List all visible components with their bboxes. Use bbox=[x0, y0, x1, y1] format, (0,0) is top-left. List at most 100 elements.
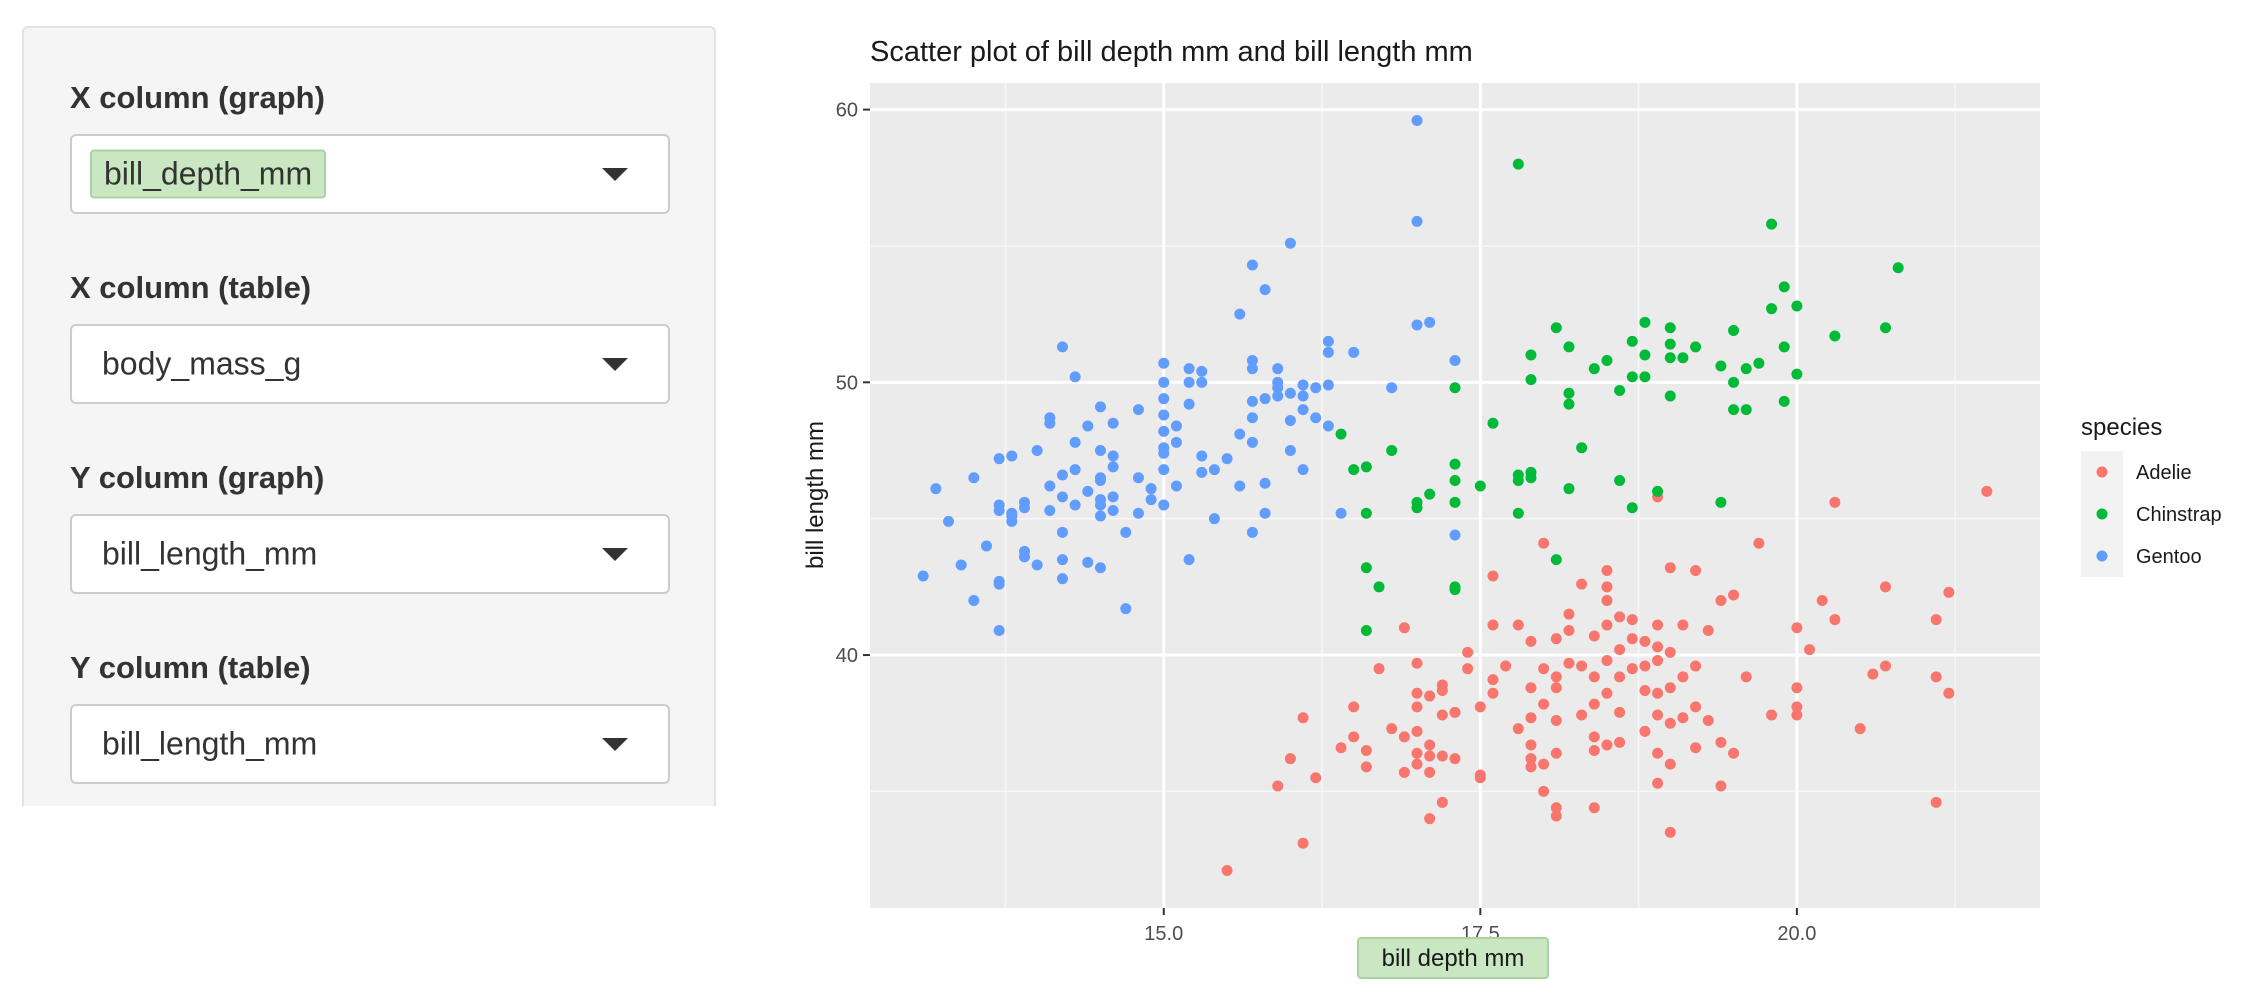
adelie-point bbox=[1487, 674, 1499, 686]
adelie-point bbox=[1614, 611, 1626, 623]
chinstrap-point bbox=[1563, 387, 1575, 399]
adelie-point bbox=[1576, 660, 1588, 672]
adelie-point bbox=[1550, 682, 1562, 694]
adelie-point bbox=[1538, 537, 1550, 549]
adelie-point bbox=[1335, 742, 1347, 754]
chinstrap-point bbox=[1512, 158, 1524, 170]
chinstrap-point bbox=[1778, 281, 1790, 293]
gentoo-point bbox=[1221, 453, 1233, 465]
chinstrap-point bbox=[1728, 376, 1740, 388]
adelie-point bbox=[1525, 712, 1537, 724]
adelie-point bbox=[1740, 671, 1752, 683]
chinstrap-point bbox=[1626, 335, 1638, 347]
chinstrap-point bbox=[1525, 472, 1537, 484]
gentoo-point bbox=[1196, 376, 1208, 388]
adelie-point bbox=[1310, 772, 1322, 784]
gentoo-point bbox=[1259, 477, 1271, 489]
y-column-graph-value: bill_length_mm bbox=[102, 535, 318, 572]
adelie-point bbox=[1690, 701, 1702, 713]
gentoo-point bbox=[1158, 376, 1170, 388]
adelie-point bbox=[1550, 715, 1562, 726]
adelie-point bbox=[1436, 709, 1448, 721]
adelie-point bbox=[1424, 813, 1436, 825]
adelie-point bbox=[1981, 485, 1993, 497]
gentoo-point bbox=[1322, 346, 1334, 358]
adelie-point bbox=[1715, 780, 1727, 792]
gentoo-point bbox=[1120, 526, 1132, 538]
adelie-point bbox=[1652, 655, 1664, 666]
gentoo-point bbox=[1284, 445, 1296, 456]
chinstrap-point bbox=[1626, 371, 1638, 383]
adelie-point bbox=[1487, 619, 1499, 631]
adelie-point bbox=[1804, 644, 1816, 656]
gentoo-point bbox=[930, 483, 942, 495]
adelie-point bbox=[1462, 663, 1474, 675]
adelie-point bbox=[1601, 595, 1613, 606]
gentoo-point bbox=[1183, 398, 1195, 410]
adelie-point bbox=[1715, 736, 1727, 748]
gentoo-point bbox=[1094, 445, 1106, 456]
adelie-point bbox=[1702, 625, 1714, 636]
gentoo-point bbox=[1246, 355, 1258, 366]
adelie-point bbox=[1639, 685, 1651, 696]
chevron-down-icon bbox=[602, 738, 628, 751]
adelie-point bbox=[1411, 657, 1423, 669]
adelie-point bbox=[1652, 777, 1664, 789]
gentoo-point bbox=[1094, 499, 1106, 511]
chinstrap-point bbox=[1664, 338, 1676, 350]
adelie-point bbox=[1297, 712, 1309, 724]
gentoo-point bbox=[1259, 507, 1271, 519]
x-axis-label: bill depth mm bbox=[1382, 945, 1525, 972]
adelie-point bbox=[1652, 687, 1664, 699]
adelie-point bbox=[1690, 565, 1702, 576]
x-column-graph-label: X column (graph) bbox=[70, 80, 325, 115]
gentoo-point bbox=[1411, 215, 1423, 227]
adelie-point bbox=[1398, 766, 1410, 778]
y-column-graph-select[interactable]: bill_length_mm bbox=[70, 514, 670, 594]
chinstrap-point bbox=[1791, 300, 1803, 312]
chevron-down-icon bbox=[602, 168, 628, 181]
adelie-point bbox=[1411, 758, 1423, 770]
adelie-point bbox=[1487, 687, 1499, 699]
x-column-graph-value: bill_depth_mm bbox=[90, 149, 327, 199]
gentoo-point bbox=[1056, 554, 1068, 566]
adelie-point bbox=[1525, 635, 1537, 647]
gentoo-point bbox=[1158, 409, 1170, 421]
adelie-point bbox=[1576, 578, 1588, 590]
adelie-point bbox=[1652, 709, 1664, 721]
chinstrap-point bbox=[1449, 496, 1461, 508]
chinstrap-point bbox=[1449, 382, 1461, 394]
chinstrap-point bbox=[1766, 303, 1778, 315]
gentoo-point bbox=[1284, 237, 1296, 249]
adelie-point bbox=[1867, 668, 1879, 680]
x-column-table-select[interactable]: body_mass_g bbox=[70, 324, 670, 404]
gentoo-point bbox=[1449, 355, 1461, 366]
adelie-point bbox=[1449, 706, 1461, 718]
y-column-table-select[interactable]: bill_length_mm bbox=[70, 704, 670, 784]
gentoo-point bbox=[1196, 450, 1208, 462]
chinstrap-point bbox=[1740, 363, 1752, 375]
adelie-point bbox=[1360, 745, 1372, 756]
adelie-point bbox=[1829, 614, 1841, 626]
x-column-graph-select[interactable]: bill_depth_mm bbox=[70, 134, 670, 214]
adelie-point bbox=[1550, 633, 1562, 645]
gentoo-point bbox=[1107, 505, 1119, 516]
adelie-point bbox=[1487, 570, 1499, 582]
gentoo-point bbox=[1246, 363, 1258, 375]
adelie-point bbox=[1525, 682, 1537, 694]
y-tick-label: 60 bbox=[836, 100, 858, 122]
adelie-point bbox=[1588, 802, 1600, 814]
gentoo-point bbox=[1272, 363, 1284, 375]
adelie-point bbox=[1588, 671, 1600, 683]
adelie-point bbox=[1829, 496, 1841, 508]
adelie-point bbox=[1639, 725, 1651, 737]
adelie-point bbox=[1424, 750, 1436, 762]
y-column-table-value: bill_length_mm bbox=[102, 725, 318, 762]
adelie-point bbox=[1436, 679, 1448, 691]
gentoo-point bbox=[1094, 510, 1106, 522]
adelie-point bbox=[1538, 698, 1550, 710]
adelie-point bbox=[1411, 687, 1423, 699]
adelie-point bbox=[1512, 619, 1524, 631]
gentoo-point bbox=[1272, 390, 1284, 402]
adelie-point bbox=[1601, 565, 1613, 576]
